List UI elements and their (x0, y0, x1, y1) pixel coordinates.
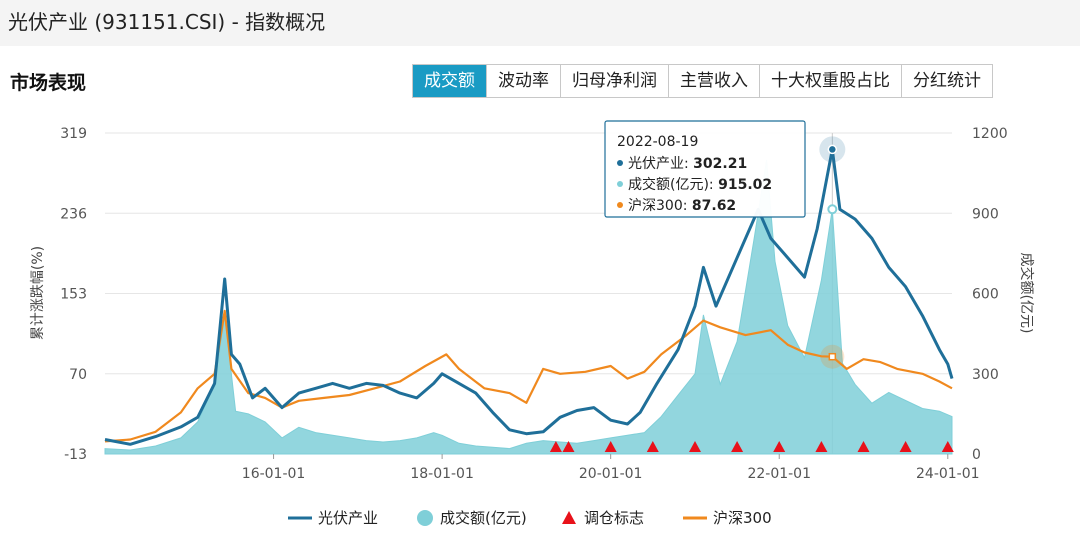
y-right-tick-label: 900 (972, 206, 999, 222)
tab-turnover[interactable]: 成交额 (413, 65, 486, 97)
tab-dividends[interactable]: 分红统计 (901, 65, 992, 97)
y-left-tick-label: 319 (60, 126, 87, 142)
rebalance-marker (941, 441, 954, 452)
tooltip-row-index: 光伏产业: 302.21 (628, 156, 747, 172)
rebalance-marker (549, 441, 562, 452)
y-left-tick-label: -13 (64, 447, 87, 463)
market-performance-panel: 市场表现 成交额 波动率 归母净利润 主营收入 十大权重股占比 分红统计 (0, 46, 1080, 554)
x-tick-label: 24-01-01 (916, 466, 980, 482)
y-left-tick-label: 70 (69, 367, 87, 383)
tooltip: 2022-08-19 光伏产业: 302.21 成交额(亿元): 915.02 … (604, 120, 806, 218)
rebalance-markers-layer (549, 136, 954, 452)
tab-revenue[interactable]: 主营收入 (668, 65, 759, 97)
tooltip-dot-index (617, 160, 623, 166)
page-title: 光伏产业 (931151.CSI) - 指数概况 (8, 10, 326, 34)
section-title: 市场表现 (10, 72, 87, 94)
rebalance-marker (731, 441, 744, 452)
x-tick-label: 18-01-01 (410, 466, 474, 482)
tooltip-date: 2022-08-19 (617, 134, 698, 150)
tab-net-profit[interactable]: 归母净利润 (560, 65, 668, 97)
y-right-tick-label: 600 (972, 287, 999, 303)
tooltip-row-hs300: 沪深300: 87.62 (628, 198, 736, 214)
hover-point-turnover (827, 204, 838, 215)
hover-point-hs300 (828, 352, 837, 361)
x-tick-label: 16-01-01 (242, 466, 306, 482)
x-tick-label: 20-01-01 (579, 466, 643, 482)
y-right-axis-title: 成交额(亿元) (1018, 253, 1035, 334)
rebalance-marker (815, 441, 828, 452)
tooltip-row-turnover: 成交额(亿元): 915.02 (628, 176, 772, 193)
y-right-tick-label: 300 (972, 367, 999, 383)
y-right-tick-label: 1200 (972, 126, 1008, 142)
rebalance-marker (646, 441, 659, 452)
y-left-tick-label: 236 (60, 206, 87, 222)
axes-layer: 319 1200 236 900 153 600 70 300 -13 0 16-01-01 18-0… (60, 126, 1007, 482)
turnover-area (104, 159, 953, 455)
svg-text:调仓标志: 调仓标志 (584, 509, 644, 527)
svg-text:沪深300: 沪深300 (713, 509, 772, 527)
y-left-tick-label: 153 (60, 287, 87, 303)
tooltip-dot-turnover (617, 181, 623, 187)
tab-volatility[interactable]: 波动率 (486, 65, 560, 97)
tab-top10-weights[interactable]: 十大权重股占比 (759, 65, 901, 97)
rebalance-marker (899, 441, 912, 452)
chart-tabs: 成交额 波动率 归母净利润 主营收入 十大权重股占比 分红统计 (412, 64, 993, 98)
legend-item-hs300[interactable]: 沪深300 (683, 509, 772, 527)
turnover-area-layer (104, 159, 953, 455)
y-right-tick-label: 0 (972, 447, 981, 463)
hover-point-index (827, 144, 838, 155)
rebalance-marker (857, 441, 870, 452)
tooltip-box (604, 120, 806, 218)
tooltip-dot-hs300 (617, 202, 623, 208)
legend-item-rebalance[interactable]: 调仓标志 (562, 509, 644, 527)
legend-item-turnover[interactable]: 成交额(亿元) (417, 509, 527, 527)
svg-text:成交额(亿元): 成交额(亿元) (440, 509, 527, 527)
rebalance-marker (562, 441, 575, 452)
legend-item-index[interactable]: 光伏产业 (288, 509, 378, 527)
rebalance-marker (689, 441, 701, 452)
legend: 光伏产业 成交额(亿元) 调仓标志 沪深300 (288, 509, 772, 527)
x-tick-label: 22-01-01 (747, 466, 811, 482)
rebalance-marker (773, 441, 786, 452)
y-left-axis-title: 累计涨跌幅(%) (30, 246, 46, 340)
svg-text:光伏产业: 光伏产业 (318, 509, 378, 527)
rebalance-marker (604, 441, 617, 452)
